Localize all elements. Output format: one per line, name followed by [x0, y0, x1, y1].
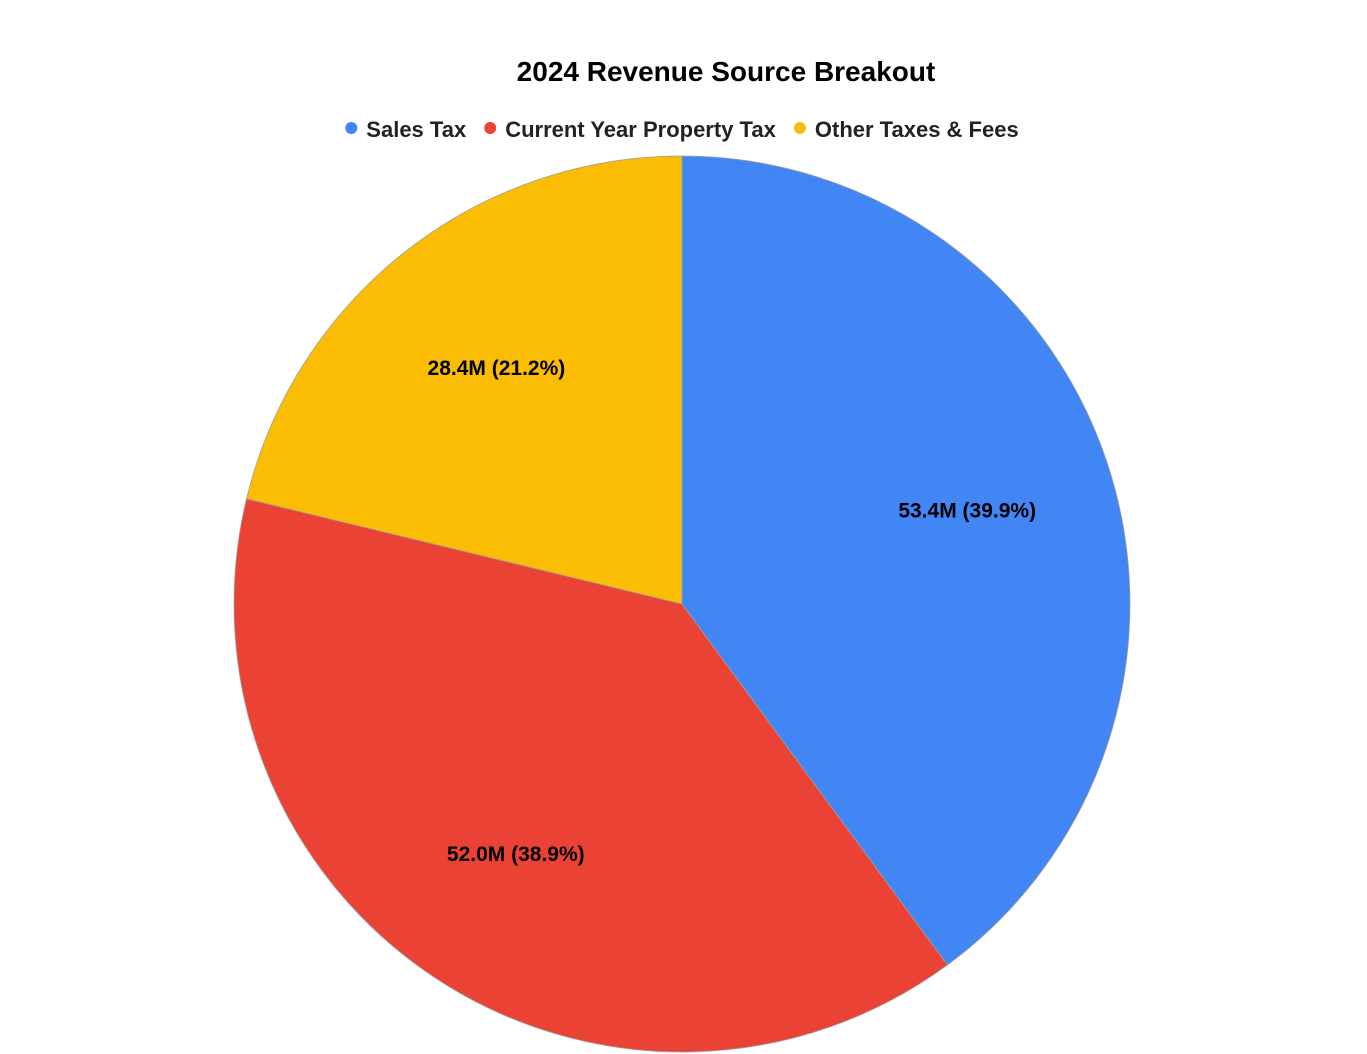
slice-label-current-year-property-tax: 52.0M (38.9%) [447, 843, 585, 866]
chart-title: 2024 Revenue Source Breakout [517, 56, 936, 87]
pie-slices [233, 155, 1131, 1053]
legend-marker-current-year-property-tax [484, 122, 497, 134]
pie-slice-current-year-property-tax [233, 498, 948, 1053]
legend-item-current-year-property-tax: Current Year Property Tax [484, 117, 777, 142]
legend-label-sales-tax: Sales Tax [366, 117, 467, 142]
chart-legend: Sales Tax Current Year Property Tax Other … [345, 117, 1019, 142]
pie-slice-labels: 53.4M (39.9%) 52.0M (38.9%) 28.4M (21.2%) [428, 357, 1037, 866]
legend-marker-other-taxes-and-fees [793, 122, 806, 134]
legend-label-current-year-property-tax: Current Year Property Tax [505, 117, 776, 142]
pie-slice-other-taxes-and-fees [246, 155, 683, 605]
slice-label-other-taxes-and-fees: 28.4M (21.2%) [428, 357, 566, 380]
legend-label-other-taxes-and-fees: Other Taxes & Fees [815, 117, 1019, 142]
legend-item-sales-tax: Sales Tax [345, 117, 467, 142]
legend-marker-sales-tax [345, 122, 358, 134]
legend-item-other-taxes-and-fees: Other Taxes & Fees [793, 117, 1019, 142]
slice-label-sales-tax: 53.4M (39.9%) [898, 499, 1036, 522]
pie-slice-sales-tax [681, 155, 1131, 966]
